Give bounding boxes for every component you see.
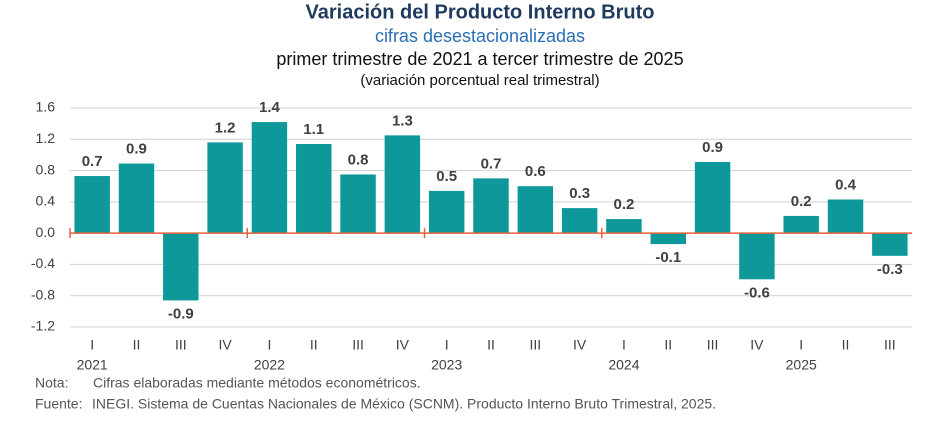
value-label: 1.1: [303, 121, 324, 138]
chart-period: primer trimestre de 2021 a tercer trimes…: [276, 49, 683, 69]
y-tick-label: 0.8: [36, 161, 56, 177]
bar: [384, 135, 421, 234]
bar: [251, 122, 288, 234]
value-label: -0.1: [655, 249, 681, 266]
value-label: -0.6: [744, 284, 770, 301]
y-tick-label: 0.0: [36, 224, 56, 240]
x-tick-label: I: [622, 337, 626, 353]
chart-title: Variación del Producto Interno Bruto: [306, 1, 655, 23]
value-label: -0.9: [168, 305, 194, 322]
chart-subtitle: cifras desestacionalizadas: [375, 26, 585, 46]
value-label: 0.4: [835, 176, 857, 193]
x-tick-label: IV: [396, 337, 410, 353]
bar: [783, 215, 819, 234]
value-label: 0.2: [791, 193, 812, 210]
value-label: 0.9: [126, 141, 147, 158]
value-label: 1.4: [259, 99, 281, 116]
y-tick-label: 0.4: [36, 193, 56, 209]
bar: [739, 233, 775, 280]
bar: [296, 143, 332, 234]
chart-units: (variación porcentual real trimestral): [360, 72, 599, 89]
x-tick-label: III: [884, 337, 896, 353]
group-label: 2024: [608, 357, 639, 373]
x-tick-label: III: [707, 337, 719, 353]
bar: [650, 233, 686, 245]
bar: [606, 219, 642, 234]
bar: [872, 233, 908, 256]
value-label: 0.9: [702, 139, 723, 156]
y-tick-label: 1.6: [36, 99, 56, 115]
value-label: 1.2: [215, 119, 236, 136]
x-tick-label: IV: [218, 337, 232, 353]
bar: [827, 199, 864, 234]
y-tick-label: -1.2: [31, 318, 55, 334]
value-label: 0.7: [82, 153, 103, 170]
x-tick-label: IV: [750, 337, 764, 353]
note-text: INEGI. Sistema de Cuentas Nacionales de …: [92, 396, 716, 412]
x-tick-label: II: [842, 337, 850, 353]
group-label: 2022: [254, 357, 285, 373]
value-label: 0.2: [614, 196, 635, 213]
x-tick-label: II: [310, 337, 318, 353]
y-tick-label: -0.8: [31, 286, 55, 302]
value-label: 1.3: [392, 112, 413, 129]
x-tick-label: III: [352, 337, 364, 353]
bar: [428, 190, 465, 234]
value-label: 0.8: [348, 151, 369, 168]
x-tick-label: I: [90, 337, 94, 353]
value-label: 0.6: [525, 163, 546, 180]
value-label: 0.3: [569, 185, 590, 202]
x-tick-label: II: [664, 337, 672, 353]
x-tick-label: II: [487, 337, 495, 353]
value-label: -0.3: [877, 261, 903, 278]
x-tick-label: I: [267, 337, 271, 353]
x-tick-label: I: [445, 337, 449, 353]
note-text: Cifras elaboradas mediante métodos econo…: [93, 375, 421, 391]
bar: [473, 178, 509, 234]
x-tick-label: III: [529, 337, 541, 353]
note-label: Nota:: [35, 375, 68, 391]
bar: [163, 233, 199, 301]
bar: [561, 208, 598, 234]
bar: [694, 161, 731, 234]
y-tick-label: -0.4: [31, 255, 55, 271]
group-label: 2021: [77, 357, 108, 373]
note-label: Fuente:: [35, 396, 82, 412]
x-tick-label: IV: [573, 337, 587, 353]
group-label: 2023: [431, 357, 462, 373]
group-label: 2025: [786, 357, 817, 373]
value-label: 0.7: [481, 155, 502, 172]
x-tick-label: II: [133, 337, 141, 353]
x-tick-label: I: [799, 337, 803, 353]
bar: [118, 163, 155, 234]
value-label: 0.5: [436, 168, 457, 185]
x-tick-label: III: [175, 337, 187, 353]
bar: [207, 142, 243, 234]
bar: [340, 174, 376, 234]
bar: [74, 176, 110, 234]
bar: [517, 186, 554, 234]
y-tick-label: 1.2: [36, 130, 56, 146]
